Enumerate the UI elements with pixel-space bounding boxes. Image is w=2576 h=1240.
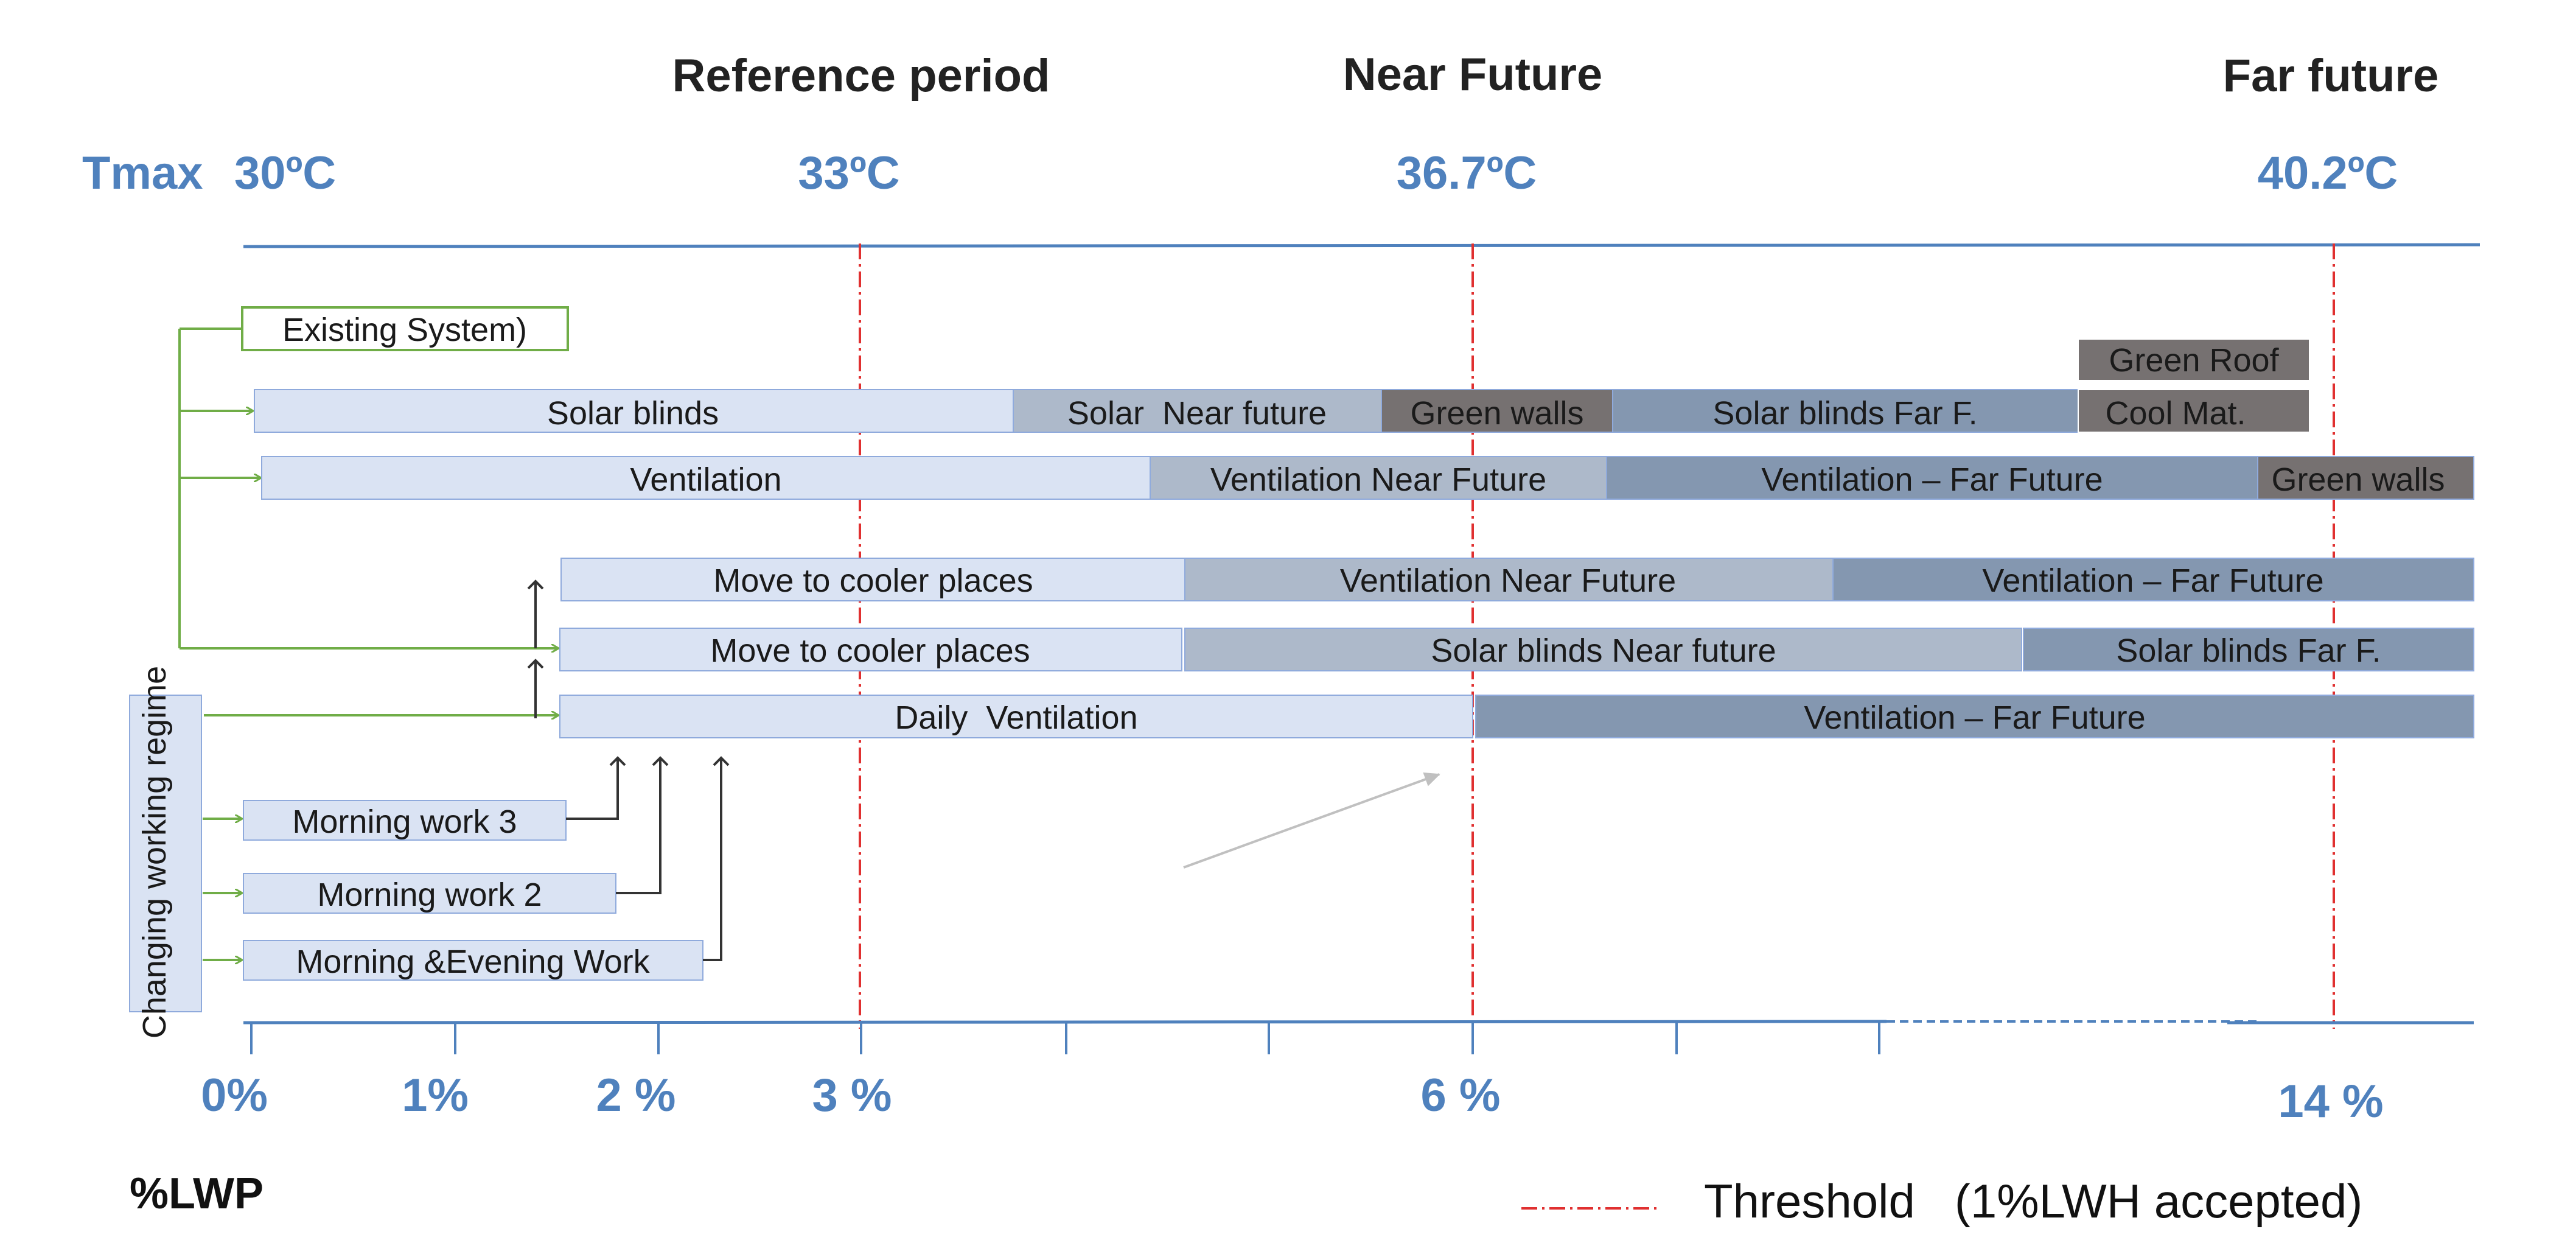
bar-ventilation-near-2: Ventilation Near Future <box>1184 558 1834 601</box>
tmax-36-7: 36.7ºC <box>1397 147 1537 199</box>
existing-system-box: Existing System) <box>241 306 569 351</box>
regime-text: Changing working regime <box>136 666 173 1039</box>
period-near-future: Near Future <box>1343 49 1603 100</box>
tick-14: 14 % <box>2278 1076 2383 1127</box>
changing-working-regime-box: Changing working regime <box>129 666 202 1039</box>
tmax-label: Tmax <box>82 147 203 199</box>
period-far-future: Far future <box>2223 50 2439 102</box>
bar-solar-blinds-near-2: Solar blinds Near future <box>1184 628 2022 671</box>
bar-solar-blinds-label: Solar blinds <box>547 395 719 432</box>
bar-ventilation-far-2-label: Ventilation – Far Future <box>1982 562 2323 599</box>
tick-0: 0% <box>201 1070 268 1121</box>
bar-move-cooler-1-label: Move to cooler places <box>713 562 1033 599</box>
bar-ventilation-far: Ventilation – Far Future <box>1606 456 2258 500</box>
bar-morning-work-3-label: Morning work 3 <box>292 804 517 840</box>
axis-ticks <box>250 1023 1880 1054</box>
bar-solar-blinds-far-2: Solar blinds Far F. <box>2023 628 2474 671</box>
changing-working-regime-label: Changing working regime <box>136 666 173 1039</box>
bar-solar-near-future: Solar Near future <box>1013 389 1382 433</box>
bar-ventilation-far-label: Ventilation – Far Future <box>1761 461 2103 498</box>
bar-green-walls-1-label: Green walls <box>1410 395 1583 432</box>
tick-1: 1% <box>402 1070 469 1121</box>
bar-solar-blinds: Solar blinds <box>254 389 1014 433</box>
bar-green-roof: Green Roof <box>2078 338 2310 381</box>
bar-morning-work-2-label: Morning work 2 <box>317 877 542 913</box>
bar-cool-mat-label: Cool Mat. <box>2105 395 2246 432</box>
tick-3: 3 % <box>812 1070 892 1121</box>
bar-ventilation-near-label: Ventilation Near Future <box>1210 461 1546 498</box>
tmax-30: 30ºC <box>234 147 336 199</box>
bottom-axis-line <box>243 1020 1887 1025</box>
top-axis-line <box>243 243 2480 248</box>
tick-2: 2 % <box>596 1070 676 1121</box>
bar-ventilation-near-2-label: Ventilation Near Future <box>1340 562 1676 599</box>
bar-morning-work-2: Morning work 2 <box>243 873 616 914</box>
bar-morning-work-3: Morning work 3 <box>243 800 567 841</box>
bar-green-walls-2: Green walls <box>2257 456 2474 500</box>
bar-ventilation-label: Ventilation <box>630 461 781 498</box>
bar-solar-blinds-far-label: Solar blinds Far F. <box>1712 395 1977 432</box>
threshold-legend: Threshold (1%LWH accepted) <box>1521 1174 2362 1228</box>
period-reference: Reference period <box>672 50 1050 102</box>
morning-connector-arrows <box>566 756 730 961</box>
bar-ventilation-far-2: Ventilation – Far Future <box>1832 558 2474 601</box>
tmax-33: 33ºC <box>798 147 899 199</box>
bar-ventilation-far-3: Ventilation – Far Future <box>1475 695 2474 738</box>
x-axis-title: %LWP <box>130 1169 264 1218</box>
bar-morning-evening-work-label: Morning &Evening Work <box>296 944 650 980</box>
existing-system-label: Existing System) <box>282 312 527 348</box>
green-connectors <box>178 328 558 960</box>
bar-daily-ventilation: Daily Ventilation <box>559 695 1473 738</box>
bar-cool-mat: Cool Mat. <box>2078 389 2310 433</box>
bar-move-cooler-2-label: Move to cooler places <box>710 632 1030 669</box>
bar-green-roof-label: Green Roof <box>2109 342 2279 379</box>
bar-green-walls-2-label: Green walls <box>2271 461 2445 498</box>
bar-solar-blinds-far: Solar blinds Far F. <box>1612 389 2079 433</box>
trend-arrow <box>1183 772 1440 869</box>
bar-solar-blinds-far-2-label: Solar blinds Far F. <box>2116 632 2381 669</box>
bar-ventilation-near: Ventilation Near Future <box>1150 456 1607 500</box>
bar-green-walls-1: Green walls <box>1381 389 1613 433</box>
tmax-40-2: 40.2ºC <box>2258 147 2398 199</box>
bar-ventilation: Ventilation <box>261 456 1151 500</box>
bar-daily-ventilation-label: Daily Ventilation <box>895 699 1137 736</box>
bar-solar-near-future-label: Solar Near future <box>1067 395 1327 432</box>
bar-move-cooler-2: Move to cooler places <box>559 628 1182 671</box>
bar-move-cooler-1: Move to cooler places <box>560 558 1185 601</box>
bar-morning-evening-work: Morning &Evening Work <box>243 940 703 981</box>
bar-solar-blinds-near-2-label: Solar blinds Near future <box>1431 632 1776 669</box>
threshold-legend-label: Threshold (1%LWH accepted) <box>1704 1174 2362 1228</box>
tick-6: 6 % <box>1421 1070 1501 1121</box>
bar-ventilation-far-3-label: Ventilation – Far Future <box>1804 699 2145 736</box>
